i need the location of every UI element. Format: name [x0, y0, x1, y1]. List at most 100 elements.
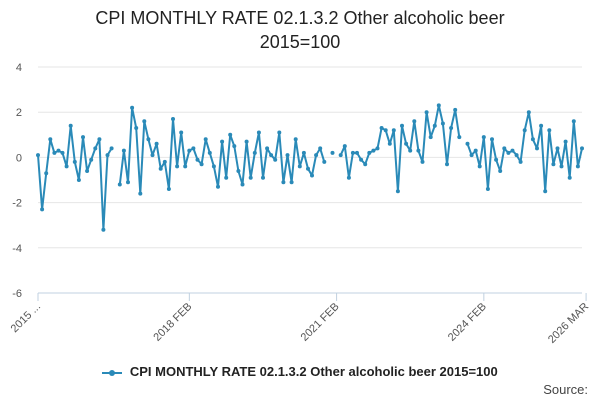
data-point: [322, 159, 327, 164]
data-point: [555, 146, 560, 151]
data-point: [216, 184, 220, 189]
data-point: [445, 162, 449, 167]
data-point: [522, 128, 527, 133]
data-point: [44, 171, 49, 176]
gridlines: [38, 66, 582, 249]
data-point: [121, 148, 126, 153]
data-point: [571, 119, 576, 124]
data-point: [318, 146, 323, 151]
data-point: [514, 153, 519, 158]
data-point: [453, 107, 458, 112]
data-point: [580, 146, 584, 151]
data-point: [232, 144, 237, 149]
data-point: [85, 169, 90, 173]
data-point: [342, 144, 347, 149]
data-point: [244, 139, 249, 144]
data-point: [306, 166, 310, 171]
data-point: [547, 128, 552, 133]
data-point: [477, 164, 482, 169]
data-point: [117, 182, 122, 187]
data-point: [379, 126, 384, 130]
data-point: [76, 178, 81, 182]
data-point: [510, 148, 515, 153]
data-point: [261, 175, 265, 180]
data-point: [383, 128, 388, 133]
data-point: [346, 175, 351, 180]
legend-symbol-icon: [102, 368, 123, 378]
data-point: [142, 119, 147, 124]
data-point: [199, 162, 204, 167]
data-point: [289, 180, 294, 185]
data-point: [252, 150, 257, 155]
chart-title-line2: 2015=100: [259, 32, 341, 52]
data-point: [518, 159, 523, 164]
data-point: [481, 135, 486, 140]
data-point: [81, 135, 85, 140]
data-point: [175, 164, 180, 169]
data-point: [146, 137, 151, 142]
data-point: [265, 146, 270, 151]
data-point: [36, 153, 40, 158]
data-point: [465, 141, 470, 146]
series-line-segment-3: [339, 104, 461, 193]
data-point: [355, 150, 359, 155]
data-point: [93, 146, 98, 151]
data-point: [293, 137, 298, 142]
legend-label: CPI MONTHLY RATE 02.1.3.2 Other alcoholi…: [129, 364, 498, 379]
data-point: [72, 159, 77, 164]
data-point: [359, 157, 364, 162]
data-point: [183, 164, 188, 169]
data-point: [203, 137, 208, 142]
data-point: [195, 157, 200, 162]
data-point: [269, 153, 274, 158]
data-point: [387, 141, 392, 146]
data-point: [130, 105, 135, 110]
data-point: [395, 189, 400, 194]
data-point: [408, 148, 413, 153]
data-point: [191, 146, 196, 151]
data-point: [457, 135, 462, 140]
data-point: [338, 153, 343, 158]
data-point: [502, 146, 507, 151]
data-point: [228, 132, 233, 137]
data-point: [64, 164, 69, 169]
data-point: [187, 148, 192, 153]
data-point: [391, 128, 396, 133]
data-point: [498, 169, 503, 173]
data-point: [350, 150, 355, 155]
data-point: [52, 150, 57, 155]
data-point: [424, 110, 429, 115]
data-point: [105, 153, 110, 158]
data-point: [281, 180, 286, 185]
data-point: [154, 141, 159, 146]
data-point: [485, 187, 490, 191]
y-tick-label-4: 4: [16, 62, 22, 74]
data-point: [301, 150, 306, 155]
data-point: [371, 148, 376, 153]
data-point: [97, 137, 102, 142]
data-point: [158, 166, 163, 171]
data-point: [575, 164, 580, 169]
data-point: [420, 159, 425, 164]
data-point: [126, 180, 130, 185]
data-point: [526, 110, 531, 115]
data-point: [449, 126, 454, 130]
data-point: [314, 153, 319, 158]
series-line-segment-0: [37, 124, 113, 231]
data-point: [179, 130, 184, 135]
data-point: [211, 164, 216, 169]
data-point: [166, 187, 171, 191]
data-point: [330, 150, 335, 155]
data-point: [89, 157, 94, 162]
data-point: [436, 103, 441, 108]
data-point: [428, 135, 433, 140]
data-point: [150, 153, 155, 158]
legend[interactable]: CPI MONTHLY RATE 02.1.3.2 Other alcoholi…: [0, 364, 600, 379]
x-tick-label-2: 2021 FEB: [299, 301, 342, 344]
chart-title-line1: CPI MONTHLY RATE 02.1.3.2 Other alcoholi…: [95, 8, 505, 28]
data-point: [539, 123, 544, 128]
data-point: [506, 150, 511, 155]
y-tick-label-0: 0: [16, 152, 22, 164]
data-point: [412, 119, 417, 124]
